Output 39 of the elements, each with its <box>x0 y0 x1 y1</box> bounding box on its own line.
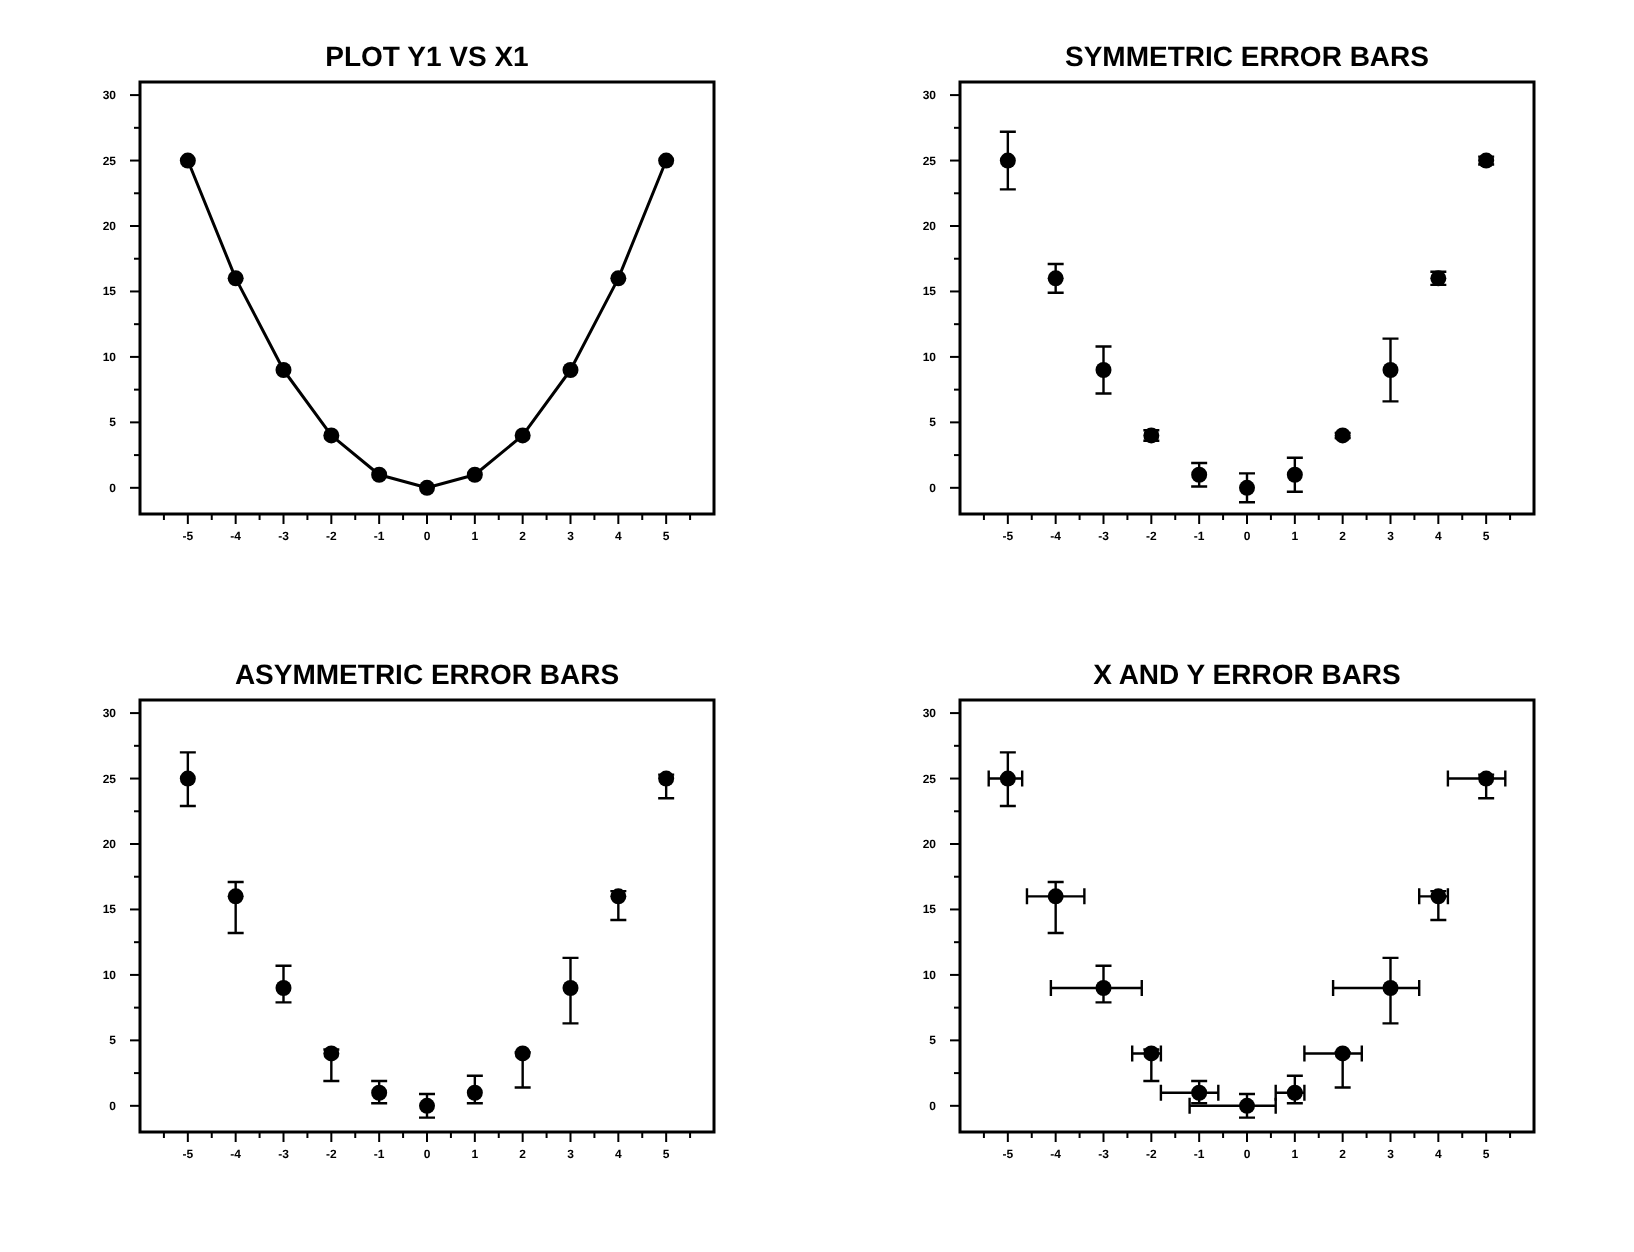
point <box>419 479 435 496</box>
point <box>1095 362 1112 378</box>
point <box>1334 1045 1351 1062</box>
point <box>323 427 340 444</box>
point <box>658 770 675 787</box>
chart-title: SYMMETRIC ERROR BARS <box>1064 40 1430 72</box>
point <box>275 362 292 378</box>
point <box>999 770 1016 787</box>
point <box>562 980 579 996</box>
point <box>466 466 483 483</box>
point <box>1286 466 1303 483</box>
point <box>610 888 627 905</box>
chart-title: X AND Y ERROR BARS <box>1093 658 1401 690</box>
point <box>323 1045 340 1062</box>
point <box>1143 1045 1160 1062</box>
point <box>514 1045 531 1062</box>
point <box>1239 479 1255 496</box>
point <box>227 270 244 287</box>
point <box>466 1084 483 1101</box>
point <box>275 980 292 996</box>
point <box>1430 888 1447 905</box>
point <box>658 152 675 169</box>
chart-title: PLOT Y1 VS X1 <box>325 40 530 72</box>
point <box>1286 1084 1303 1101</box>
point <box>1382 980 1399 996</box>
chart-title: ASYMMETRIC ERROR BARS <box>234 658 620 690</box>
point <box>227 888 244 905</box>
point <box>1478 770 1495 787</box>
point <box>371 466 388 483</box>
point <box>179 152 196 169</box>
point <box>999 152 1016 169</box>
point <box>514 427 531 444</box>
point <box>610 270 627 287</box>
point <box>1047 888 1064 905</box>
point <box>1047 270 1064 287</box>
point <box>179 770 196 787</box>
point <box>1382 362 1399 378</box>
point <box>1095 980 1112 996</box>
point <box>562 362 579 378</box>
